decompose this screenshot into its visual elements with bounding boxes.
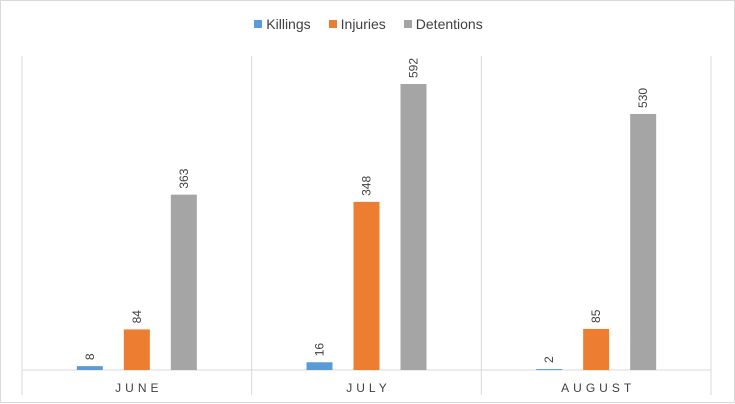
bar-detentions-july bbox=[400, 84, 427, 370]
category-label: JULY bbox=[346, 381, 390, 395]
data-label: 348 bbox=[360, 176, 374, 196]
legend-label: Killings bbox=[266, 16, 311, 32]
bar-killings-june bbox=[76, 366, 103, 370]
data-label: 592 bbox=[407, 58, 421, 78]
bar-killings-july bbox=[306, 362, 333, 370]
legend-item-detentions: Detentions bbox=[403, 16, 483, 32]
data-label: 16 bbox=[313, 343, 327, 357]
bar-injuries-june bbox=[123, 329, 150, 370]
bar-injuries-august bbox=[583, 328, 610, 370]
bar-detentions-june bbox=[170, 194, 197, 370]
data-label: 530 bbox=[636, 88, 650, 108]
legend-label: Detentions bbox=[415, 16, 483, 32]
category-label: AUGUST bbox=[561, 381, 635, 395]
bar-killings-august bbox=[536, 369, 563, 370]
data-label: 8 bbox=[83, 353, 97, 360]
category-label: JUNE bbox=[115, 381, 162, 395]
legend-label: Injuries bbox=[340, 16, 386, 32]
data-label: 85 bbox=[589, 309, 603, 323]
bar-detentions-august bbox=[630, 113, 657, 370]
data-label: 84 bbox=[130, 310, 144, 324]
data-label: 363 bbox=[177, 168, 191, 188]
legend-swatch bbox=[403, 20, 412, 28]
bar-injuries-july bbox=[353, 201, 380, 370]
legend-item-killings: Killings bbox=[254, 16, 311, 32]
chart-legend: Killings Injuries Detentions bbox=[1, 16, 735, 32]
legend-item-injuries: Injuries bbox=[328, 16, 386, 32]
legend-swatch bbox=[254, 20, 263, 28]
data-label: 2 bbox=[542, 356, 556, 363]
legend-swatch bbox=[328, 20, 337, 28]
